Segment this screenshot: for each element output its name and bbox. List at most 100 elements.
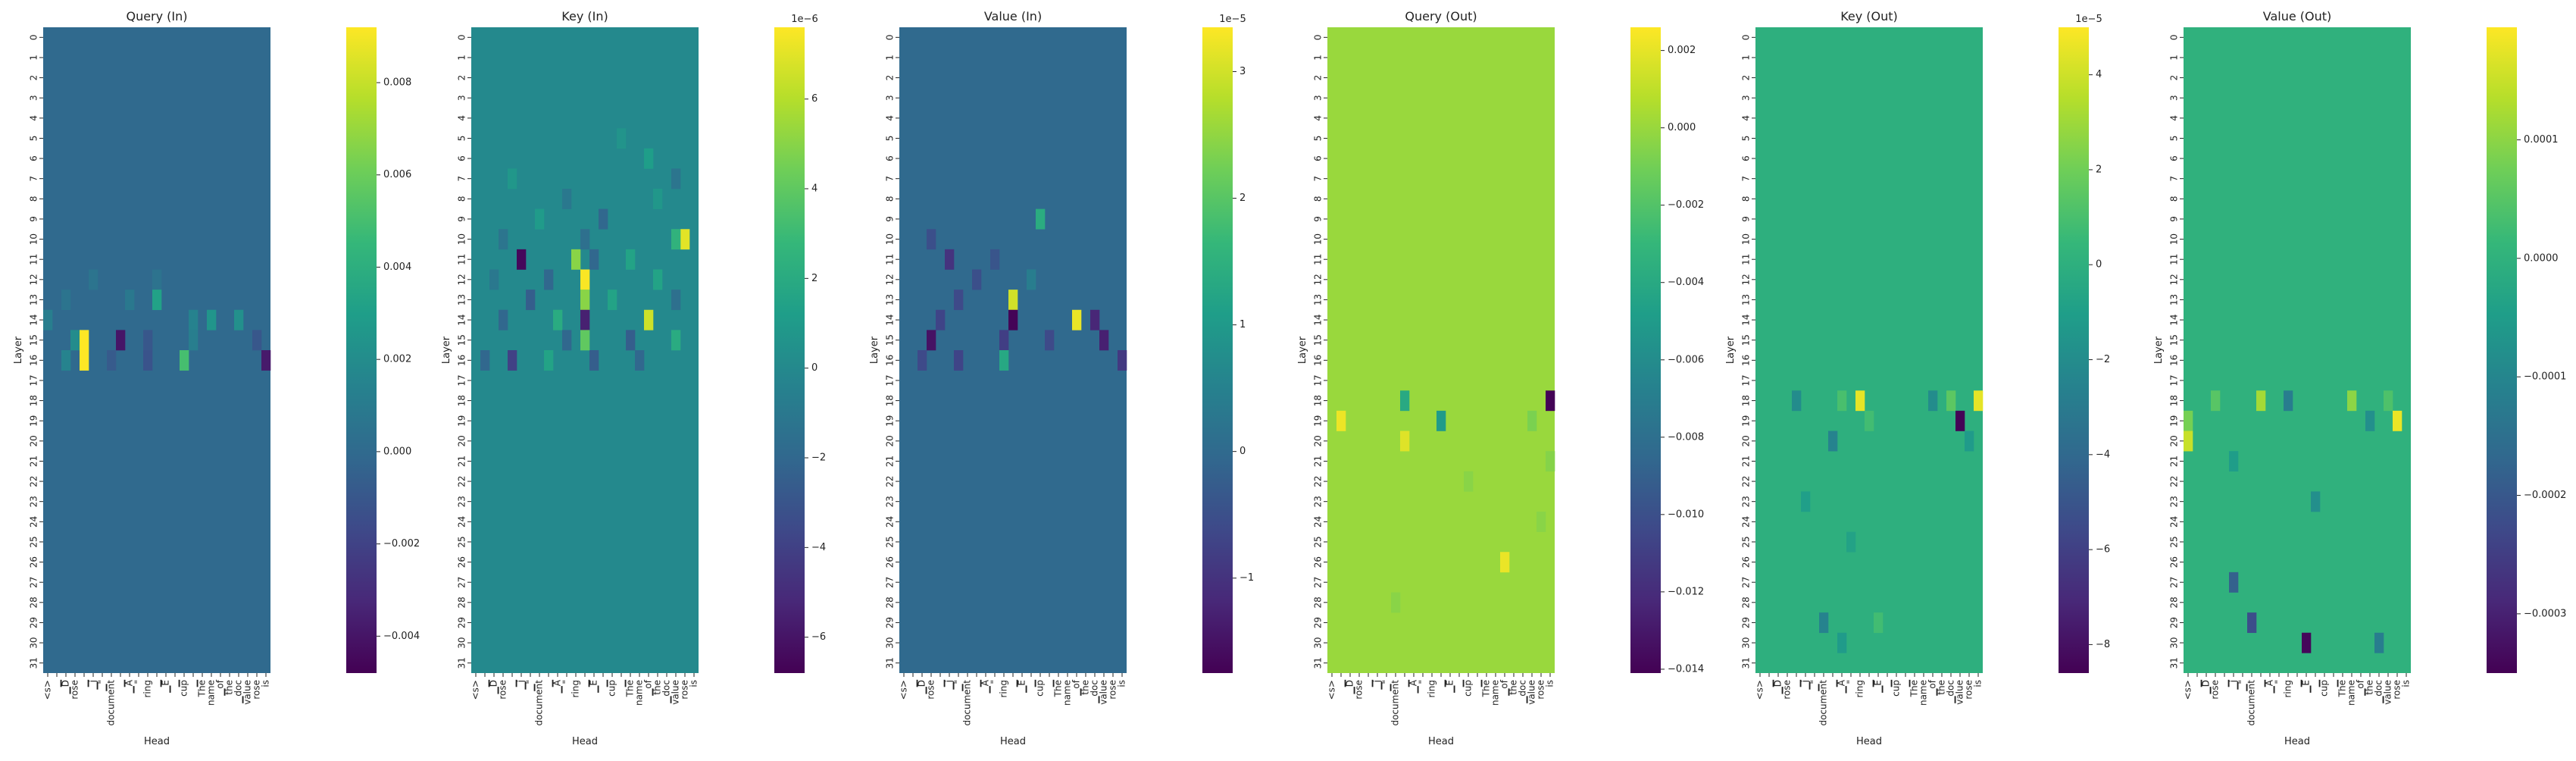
heatmap-panel-5: Value (Out)01234567891011121314151617181… <box>2153 9 2566 747</box>
chart-title: Key (In) <box>561 9 608 23</box>
x-tick-label: ▁of <box>643 679 654 697</box>
x-tick-label: ▁ <box>1454 679 1465 687</box>
y-tick-label: 16 <box>1741 355 1752 366</box>
colorbar-tick-label: 1 <box>1240 319 1246 330</box>
heatmap-cell <box>653 189 663 209</box>
heatmap-cell <box>580 330 590 351</box>
x-tick-label: ▁doc <box>1089 680 1100 704</box>
heatmap-cell <box>1464 471 1474 492</box>
y-tick-label: 15 <box>29 334 39 346</box>
heatmap-background <box>899 27 1127 673</box>
x-tick-label: name <box>1490 680 1501 706</box>
heatmap-cell <box>927 330 936 351</box>
heatmap-cell <box>580 309 590 330</box>
y-tick-label: 22 <box>1741 475 1752 487</box>
x-tick-label: " <box>1846 680 1856 684</box>
colorbar-tick-label: −0.0002 <box>2524 490 2566 501</box>
x-tick-label: document <box>2246 680 2257 726</box>
heatmap-cell <box>189 309 199 330</box>
heatmap-cell <box>1874 612 1884 634</box>
y-tick-label: 8 <box>457 196 467 202</box>
y-tick-label: 14 <box>2169 314 2180 325</box>
heatmap-cell <box>2247 612 2257 634</box>
y-tick-label: 11 <box>2169 254 2180 265</box>
x-axis-label: Head <box>1000 736 1026 747</box>
x-tick-label: ▁ <box>2192 679 2202 687</box>
colorbar-tick-label: 0.002 <box>1668 45 1696 56</box>
y-tick-label: 20 <box>1741 435 1752 446</box>
y-tick-label: 9 <box>2169 216 2180 222</box>
y-tick-label: 10 <box>1313 233 1324 245</box>
x-tick-label: The <box>625 680 636 697</box>
colorbar-tick-label: −0.002 <box>1668 199 1704 211</box>
y-tick-label: 5 <box>29 136 39 142</box>
x-tick-label: ▁ <box>2292 679 2302 687</box>
heatmap-cell <box>535 208 545 230</box>
y-tick-label: 5 <box>1741 136 1752 142</box>
x-tick-label: ▁A <box>1837 679 1847 694</box>
y-tick-label: 22 <box>29 475 39 487</box>
heatmap-cell <box>580 269 590 290</box>
y-tick-label: 5 <box>885 136 896 142</box>
heatmap-panel-4: Key (Out)0123456789101112131415161718192… <box>1725 9 2110 747</box>
x-axis-label: Head <box>1428 736 1454 747</box>
y-tick-label: 20 <box>2169 435 2180 446</box>
x-tick-label: is <box>2401 680 2412 687</box>
x-tick-label: rose <box>1354 680 1365 700</box>
x-tick-label: rose <box>1782 680 1793 700</box>
y-axis-label: Layer <box>869 336 880 364</box>
heatmap-background <box>1755 27 1983 673</box>
x-tick-label: ▁A <box>1408 679 1419 694</box>
x-tick-label: value <box>1527 680 1537 705</box>
x-tick-label: cup <box>1463 680 1474 697</box>
y-tick-label: 19 <box>29 415 39 427</box>
y-tick-label: 23 <box>29 496 39 507</box>
y-tick-label: 28 <box>1313 597 1324 608</box>
x-tick-label: value <box>2383 680 2393 705</box>
heatmap-cell <box>61 290 71 311</box>
y-tick-label: 17 <box>1741 374 1752 386</box>
y-tick-label: 17 <box>457 374 467 386</box>
y-tick-label: 31 <box>29 657 39 669</box>
x-tick-label: rose <box>70 680 80 700</box>
y-tick-label: 25 <box>1313 536 1324 547</box>
x-tick-label: ▁ <box>79 679 89 687</box>
x-tick-label: <s> <box>899 680 909 700</box>
y-tick-label: 6 <box>1741 155 1752 161</box>
colorbar <box>2487 27 2517 673</box>
y-tick-label: 12 <box>1741 274 1752 285</box>
y-tick-label: 25 <box>2169 536 2180 547</box>
y-tick-label: 20 <box>457 435 467 446</box>
x-tick-label: ▁ <box>971 679 982 687</box>
x-tick-label: is <box>689 680 699 687</box>
x-tick-label: ▁ <box>1764 679 1774 687</box>
heatmap-cell <box>571 249 581 270</box>
heatmap-cell <box>999 330 1009 351</box>
x-tick-label: cup <box>607 680 617 697</box>
y-tick-label: 8 <box>1313 196 1324 202</box>
y-tick-label: 31 <box>1741 657 1752 669</box>
y-tick-label: 23 <box>1741 496 1752 507</box>
y-tick-label: 2 <box>885 75 896 81</box>
y-tick-label: 31 <box>885 657 896 669</box>
heatmap-cell <box>143 330 153 351</box>
heatmap-cell <box>990 249 1000 270</box>
heatmap-cell <box>954 290 964 311</box>
y-tick-label: 25 <box>1741 536 1752 547</box>
y-axis-label: Layer <box>13 336 24 364</box>
heatmap-cell <box>544 269 554 290</box>
y-tick-label: 13 <box>1313 294 1324 305</box>
colorbar-exponent: 1e−6 <box>791 14 818 25</box>
y-tick-label: 25 <box>885 536 896 547</box>
x-tick-label: ▁D <box>61 680 71 694</box>
x-tick-label: rose <box>498 680 508 700</box>
heatmap-cell <box>2311 491 2321 512</box>
y-tick-label: 30 <box>457 637 467 648</box>
x-tick-label: ▁ <box>152 679 162 687</box>
y-tick-label: 8 <box>1741 196 1752 202</box>
y-tick-label: 10 <box>885 233 896 245</box>
colorbar-tick-label: −4 <box>811 542 826 553</box>
y-tick-label: 11 <box>29 254 39 265</box>
heatmap-cell <box>580 229 590 250</box>
colorbar-tick-label: −0.014 <box>1668 663 1704 675</box>
